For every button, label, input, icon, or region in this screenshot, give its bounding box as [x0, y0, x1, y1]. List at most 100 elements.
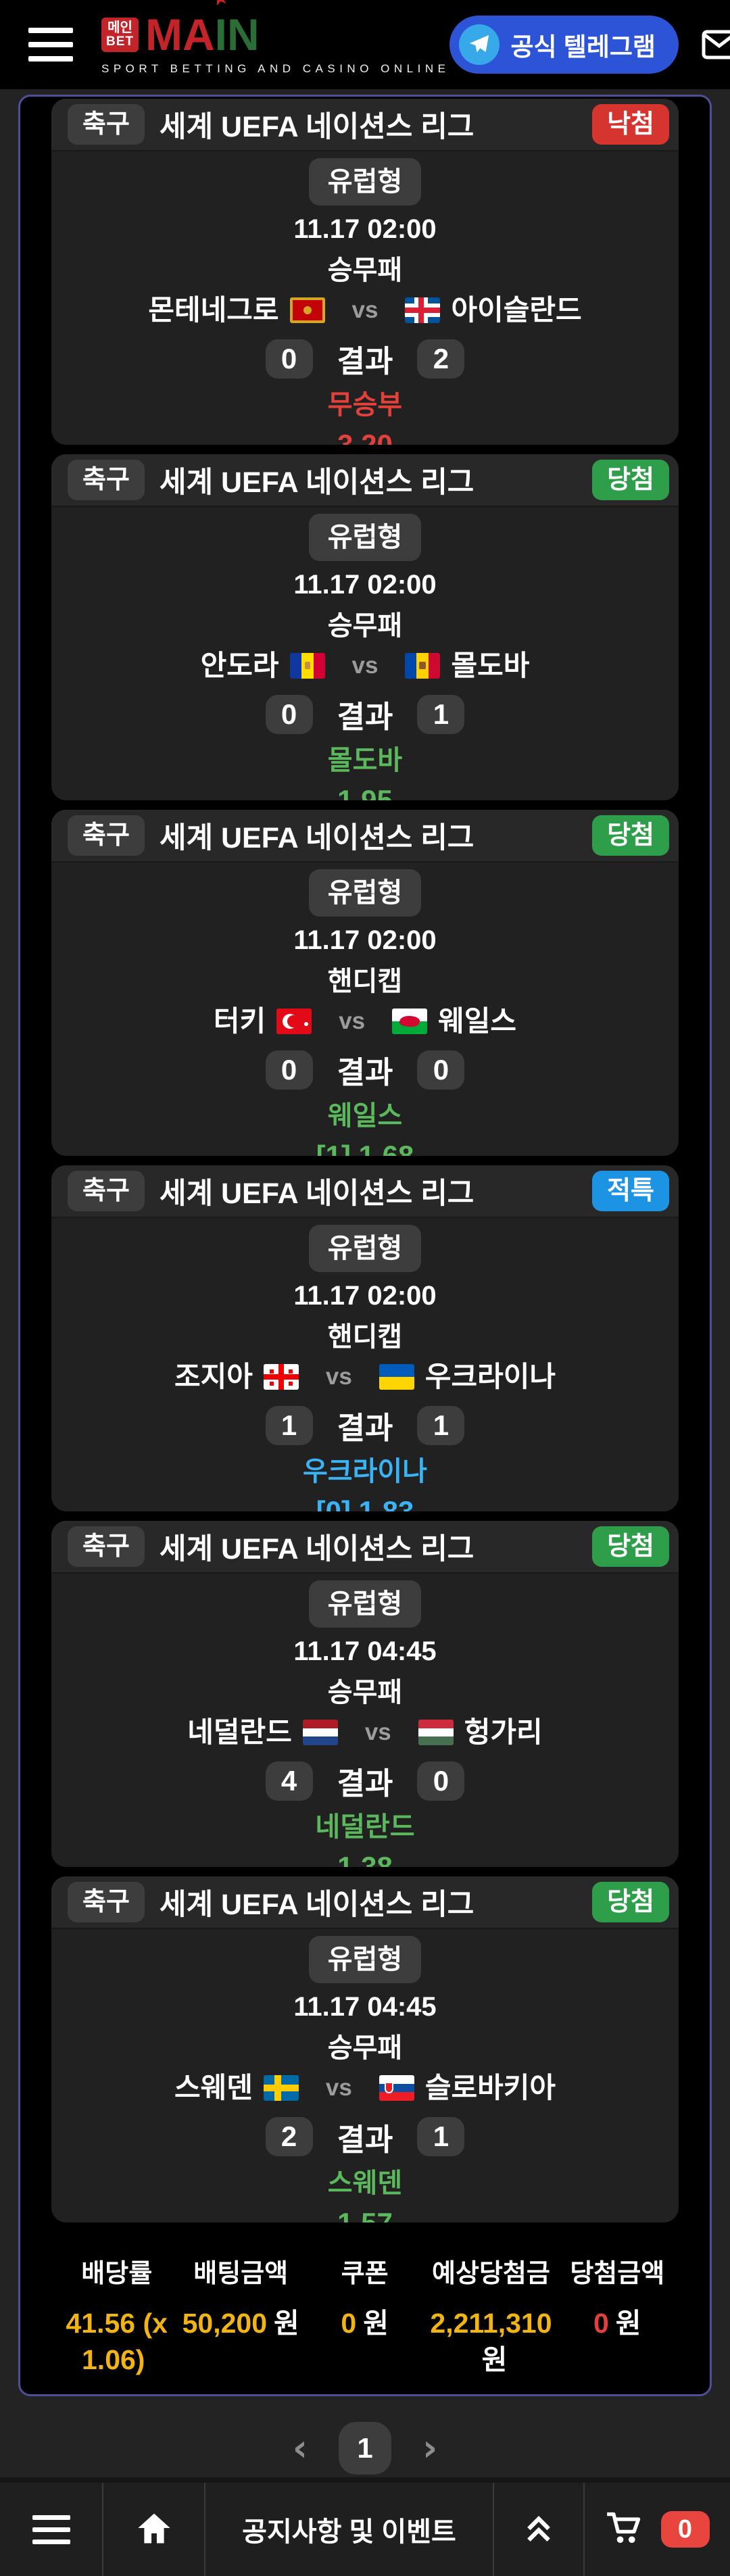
- match-time: 11.17 02:00: [293, 925, 437, 956]
- match-time: 11.17 04:45: [293, 1636, 437, 1667]
- home-team-flag-icon: [263, 1364, 299, 1390]
- bet-card-body: 유럽형 11.17 04:45 승무패 스웨덴 vs 슬로바키아 2 결과 1 …: [51, 1929, 679, 2222]
- top-bar: 메인 BET MA★IN SPORT BETTING AND CASINO ON…: [0, 0, 730, 89]
- bet-card-body: 유럽형 11.17 04:45 승무패 네덜란드 vs 헝가리 4 결과 0 네…: [51, 1574, 679, 1867]
- summary-label: 당첨금액: [570, 2260, 665, 2289]
- status-badge: 당첨: [592, 460, 669, 501]
- telegram-button[interactable]: 공식 텔레그램: [449, 16, 679, 74]
- away-score: 0: [417, 1050, 465, 1090]
- away-team-flag-icon: [405, 297, 441, 324]
- odds-type-badge: 유럽형: [308, 1936, 422, 1984]
- bet-card-body: 유럽형 11.17 02:00 승무패 몬테네그로 vs 아이슬란드 0 결과 …: [51, 151, 679, 445]
- next-page-button[interactable]: ›: [422, 2426, 438, 2469]
- selection-odds: [1] 1.68: [316, 1140, 414, 1157]
- brand-logo[interactable]: 메인 BET MA★IN SPORT BETTING AND CASINO ON…: [101, 0, 450, 76]
- bet-history-container: 축구 세계 UEFA 네이션스 리그 낙첨 유럽형 11.17 02:00 승무…: [18, 95, 712, 2396]
- sport-badge: 축구: [68, 1171, 145, 1212]
- vs-label: vs: [325, 2074, 352, 2101]
- pagination: ‹ 1 ›: [0, 2413, 730, 2483]
- nav-betslip-cart-button[interactable]: 0: [583, 2483, 730, 2576]
- logo-badge: 메인 BET: [101, 18, 139, 52]
- home-team-name: 스웨덴: [174, 2072, 253, 2104]
- telegram-icon: [459, 24, 500, 65]
- vs-label: vs: [364, 1719, 391, 1746]
- cart-icon: [606, 2510, 643, 2549]
- home-score: 1: [265, 1405, 313, 1445]
- score-row: 0 결과 0: [265, 1048, 465, 1092]
- away-team-flag-icon: [405, 653, 441, 679]
- market-type: 핸디캡: [327, 967, 403, 997]
- bet-card-header: 축구 세계 UEFA 네이션스 리그 당첨: [51, 1521, 679, 1574]
- mail-icon[interactable]: [702, 30, 730, 59]
- summary-label: 쿠폰: [341, 2260, 389, 2289]
- bet-card-body: 유럽형 11.17 02:00 핸디캡 터키 vs 웨일스 0 결과 0 웨일스…: [51, 862, 679, 1156]
- nav-menu-button[interactable]: [0, 2483, 102, 2576]
- telegram-button-label: 공식 텔레그램: [510, 33, 656, 61]
- home-icon: [136, 2510, 172, 2550]
- brand-tagline: SPORT BETTING AND CASINO ONLINE: [101, 62, 450, 75]
- vs-label: vs: [351, 296, 379, 323]
- home-score: 0: [265, 1050, 313, 1090]
- home-team-name: 조지아: [174, 1361, 253, 1393]
- bet-card: 축구 세계 UEFA 네이션스 리그 당첨 유럽형 11.17 02:00 승무…: [51, 454, 679, 801]
- logo-badge-top: 메인: [107, 20, 132, 36]
- league-name: 세계 UEFA 네이션스 리그: [159, 111, 474, 143]
- away-score: 2: [417, 339, 465, 379]
- home-team-flag-icon: [289, 653, 325, 679]
- home-team-name: 몬테네그로: [148, 294, 279, 326]
- away-team-name: 몰도바: [451, 650, 530, 682]
- away-score: 1: [417, 2117, 465, 2156]
- nav-home-button[interactable]: [102, 2483, 204, 2576]
- prev-page-button[interactable]: ‹: [292, 2426, 308, 2469]
- sport-badge: 축구: [68, 1526, 145, 1568]
- page-number-button[interactable]: 1: [339, 2421, 391, 2475]
- nav-scroll-top-button[interactable]: [493, 2483, 583, 2576]
- bet-card-header: 축구 세계 UEFA 네이션스 리그 당첨: [51, 810, 679, 863]
- menu-icon[interactable]: [28, 28, 73, 62]
- home-team-flag-icon: [302, 1720, 338, 1746]
- teams-row: 안도라 vs 몰도바: [201, 650, 530, 681]
- selection-odds: 1.38: [337, 1851, 393, 1868]
- odds-type-badge: 유럽형: [308, 514, 422, 562]
- result-label: 결과: [337, 700, 393, 735]
- nav-notice-label: 공지사항 및 이벤트: [242, 2517, 456, 2547]
- menu-icon: [32, 2514, 70, 2544]
- summary-value: 2,211,310: [430, 2308, 552, 2339]
- sport-badge: 축구: [68, 1882, 145, 1923]
- vs-label: vs: [325, 1363, 352, 1390]
- bet-card-body: 유럽형 11.17 02:00 승무패 안도라 vs 몰도바 0 결과 1 몰도…: [51, 507, 679, 800]
- chevron-double-up-icon: [523, 2513, 554, 2546]
- score-row: 0 결과 1: [265, 692, 465, 736]
- score-row: 4 결과 0: [265, 1759, 465, 1803]
- away-team-flag-icon: [379, 2075, 414, 2101]
- market-type: 핸디캡: [327, 1322, 403, 1353]
- summary-value: 0: [593, 2308, 609, 2339]
- status-badge: 당첨: [592, 815, 669, 856]
- away-team-flag-icon: [418, 1720, 454, 1746]
- summary-label: 배당률: [81, 2260, 153, 2289]
- league-name: 세계 UEFA 네이션스 리그: [159, 466, 474, 500]
- selection-odds: 3.20: [337, 429, 393, 445]
- summary-label: 배팅금액: [193, 2260, 289, 2289]
- away-team-name: 헝가리: [464, 1716, 543, 1749]
- sport-badge: 축구: [68, 815, 145, 856]
- match-time: 11.17 02:00: [293, 570, 437, 600]
- league-name: 세계 UEFA 네이션스 리그: [159, 1889, 474, 1922]
- home-team-flag-icon: [276, 1008, 312, 1035]
- away-score: 1: [417, 1405, 465, 1445]
- away-team-name: 우크라이나: [424, 1361, 556, 1393]
- summary-label: 예상당첨금: [432, 2260, 550, 2289]
- odds-type-badge: 유럽형: [308, 1225, 422, 1273]
- summary-value: 0: [341, 2308, 357, 2339]
- nav-notice-button[interactable]: 공지사항 및 이벤트: [204, 2483, 493, 2576]
- summary-value: 41.56 (x 1.06): [66, 2308, 168, 2375]
- league-name: 세계 UEFA 네이션스 리그: [159, 1177, 474, 1211]
- picked-selection: 네덜란드: [315, 1812, 415, 1843]
- bet-card-header: 축구 세계 UEFA 네이션스 리그 낙첨: [51, 99, 679, 151]
- selection-odds: 1.95: [337, 784, 393, 801]
- home-score: 0: [265, 694, 313, 734]
